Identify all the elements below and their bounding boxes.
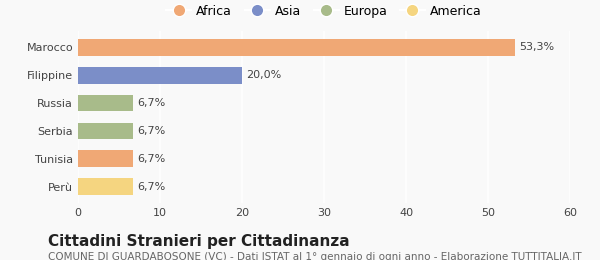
Text: 20,0%: 20,0%	[246, 70, 281, 80]
Text: 6,7%: 6,7%	[137, 126, 165, 136]
Bar	[78, 178, 133, 195]
Text: Cittadini Stranieri per Cittadinanza: Cittadini Stranieri per Cittadinanza	[48, 234, 350, 249]
Bar	[78, 95, 133, 112]
Text: 6,7%: 6,7%	[137, 182, 165, 192]
Legend: Africa, Asia, Europa, America: Africa, Asia, Europa, America	[161, 0, 487, 23]
Text: 6,7%: 6,7%	[137, 98, 165, 108]
Bar	[78, 122, 133, 139]
Bar	[78, 67, 242, 83]
Text: 53,3%: 53,3%	[519, 42, 554, 52]
Text: COMUNE DI GUARDABOSONE (VC) - Dati ISTAT al 1° gennaio di ogni anno - Elaborazio: COMUNE DI GUARDABOSONE (VC) - Dati ISTAT…	[48, 252, 581, 260]
Text: 6,7%: 6,7%	[137, 154, 165, 164]
Bar	[78, 151, 133, 167]
Bar	[78, 39, 515, 56]
